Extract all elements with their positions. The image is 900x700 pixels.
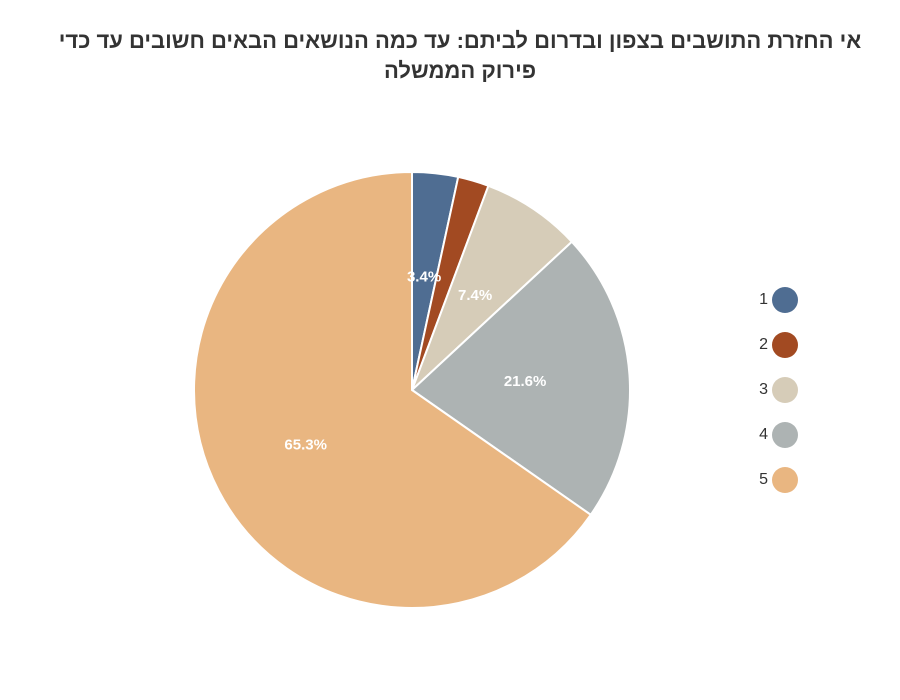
legend-item-5[interactable]: 5 (742, 465, 822, 495)
chart-legend: 1 2 3 4 5 (742, 285, 822, 510)
slice-data-label-4: 21.6% (504, 373, 547, 390)
legend-label: 4 (759, 426, 768, 443)
legend-item-2[interactable]: 2 (742, 330, 822, 360)
pie-slice-4[interactable] (410, 240, 631, 517)
pie-slice-5[interactable] (193, 170, 593, 609)
slice-data-label-1: 3.4% (407, 268, 441, 285)
legend-label: 2 (759, 336, 768, 353)
legend-swatch (772, 377, 798, 403)
slice-data-label-5: 65.3% (284, 436, 327, 453)
pie-slice-3[interactable] (411, 184, 574, 391)
legend-item-4[interactable]: 4 (742, 420, 822, 450)
legend-label: 3 (759, 381, 768, 398)
legend-swatch (772, 422, 798, 448)
legend-swatch (772, 332, 798, 358)
legend-item-3[interactable]: 3 (742, 375, 822, 405)
legend-swatch (772, 287, 798, 313)
slice-data-label-3: 7.4% (458, 287, 492, 304)
legend-item-1[interactable]: 1 (742, 285, 822, 315)
legend-swatch (772, 467, 798, 493)
chart-title: אי החזרת התושבים בצפון ובדרום לביתם: עד … (58, 28, 862, 83)
legend-label: 1 (759, 291, 768, 308)
legend-label: 5 (759, 471, 768, 488)
